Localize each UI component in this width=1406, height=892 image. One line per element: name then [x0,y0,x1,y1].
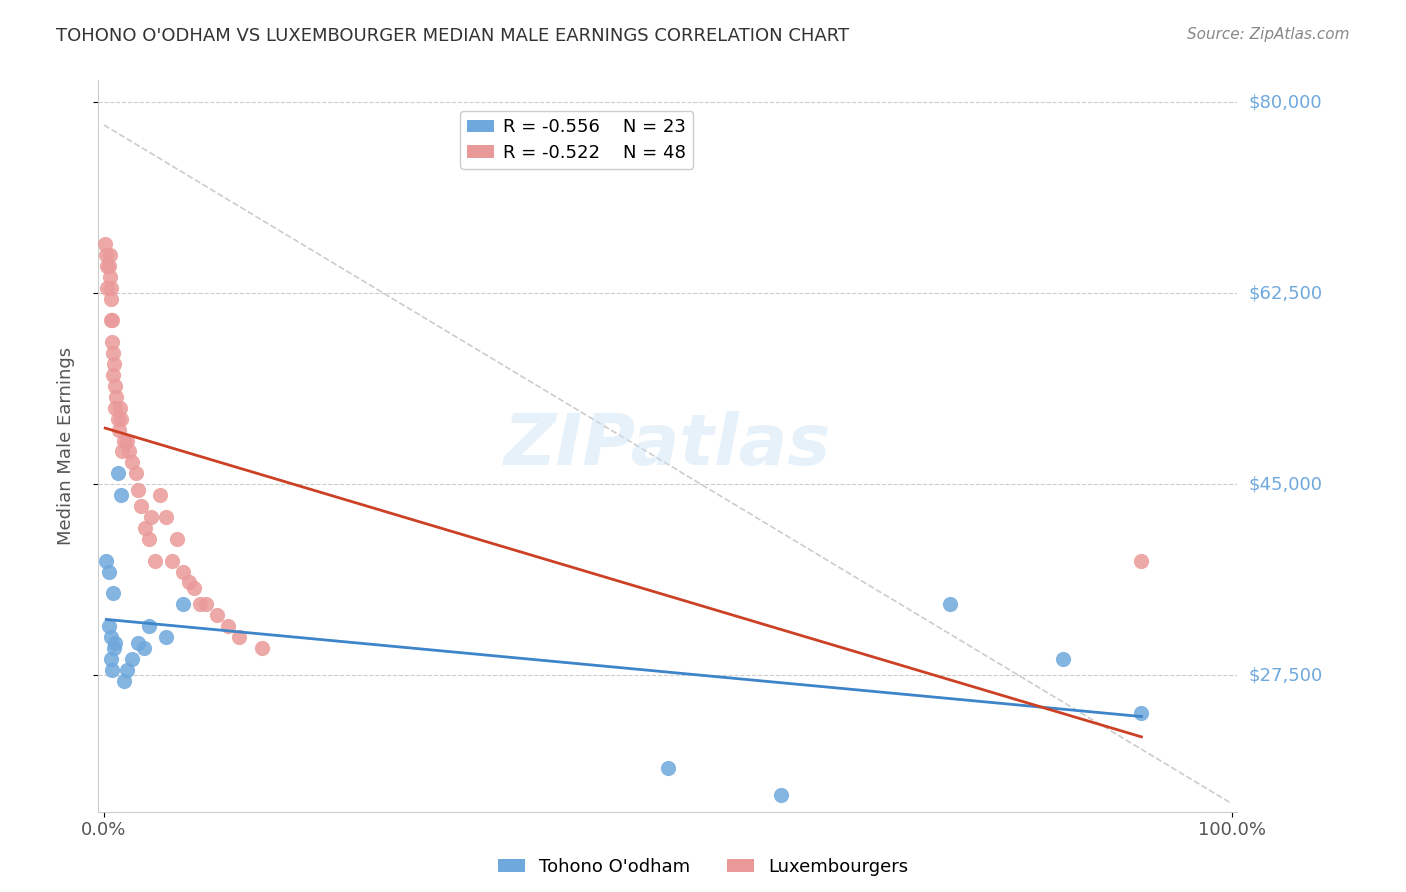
Point [97,259,120,273]
Point [143,554,166,568]
Point [132,640,155,655]
Point [104,401,127,415]
Text: $62,500: $62,500 [1249,285,1323,302]
Point [100,281,122,295]
Point [124,467,146,481]
Point [101,346,124,360]
Point [138,532,160,546]
Point [1130,706,1153,721]
Point [228,630,250,644]
Legend: Tohono O'odham, Luxembourgers: Tohono O'odham, Luxembourgers [491,851,915,883]
Point [100,652,122,666]
Point [118,444,141,458]
Point [101,335,124,350]
Point [107,411,129,425]
Point [127,635,149,649]
Point [134,521,156,535]
Point [217,619,239,633]
Point [149,488,172,502]
Point [104,379,127,393]
Point [172,597,194,611]
Point [205,608,228,623]
Text: $27,500: $27,500 [1249,666,1323,684]
Point [112,673,135,688]
Point [101,313,124,327]
Y-axis label: Median Male Earnings: Median Male Earnings [56,347,75,545]
Point [115,663,138,677]
Point [657,761,679,775]
Text: ZIPatlas: ZIPatlas [505,411,831,481]
Point [104,635,127,649]
Legend: R = -0.556    N = 23, R = -0.522    N = 48: R = -0.556 N = 23, R = -0.522 N = 48 [460,112,693,169]
Point [100,313,122,327]
Point [107,467,129,481]
Point [121,455,143,469]
Point [127,483,149,497]
Point [103,357,125,371]
Point [172,565,194,579]
Point [183,581,205,595]
Point [103,640,125,655]
Point [96,281,118,295]
Point [94,237,117,252]
Point [100,292,122,306]
Point [250,640,273,655]
Point [1052,652,1074,666]
Point [769,789,792,803]
Text: TOHONO O'ODHAM VS LUXEMBOURGER MEDIAN MALE EARNINGS CORRELATION CHART: TOHONO O'ODHAM VS LUXEMBOURGER MEDIAN MA… [56,27,849,45]
Point [155,630,177,644]
Point [121,652,143,666]
Point [111,444,134,458]
Point [115,434,138,448]
Point [108,401,131,415]
Point [110,488,132,502]
Point [100,630,122,644]
Point [141,510,163,524]
Point [194,597,217,611]
Point [938,597,960,611]
Point [188,597,211,611]
Point [160,554,183,568]
Text: $45,000: $45,000 [1249,475,1323,493]
Point [1130,554,1153,568]
Point [138,619,160,633]
Point [96,554,118,568]
Point [107,423,129,437]
Point [112,434,135,448]
Point [129,499,152,513]
Point [101,368,124,382]
Point [155,510,177,524]
Point [101,586,124,600]
Text: $80,000: $80,000 [1249,93,1322,112]
Point [97,565,120,579]
Point [166,532,188,546]
Point [177,575,200,590]
Point [98,248,121,262]
Point [110,411,132,425]
Point [96,248,118,262]
Text: Source: ZipAtlas.com: Source: ZipAtlas.com [1187,27,1350,42]
Point [96,259,118,273]
Point [98,269,121,284]
Point [105,390,128,404]
Point [97,619,120,633]
Point [101,663,124,677]
